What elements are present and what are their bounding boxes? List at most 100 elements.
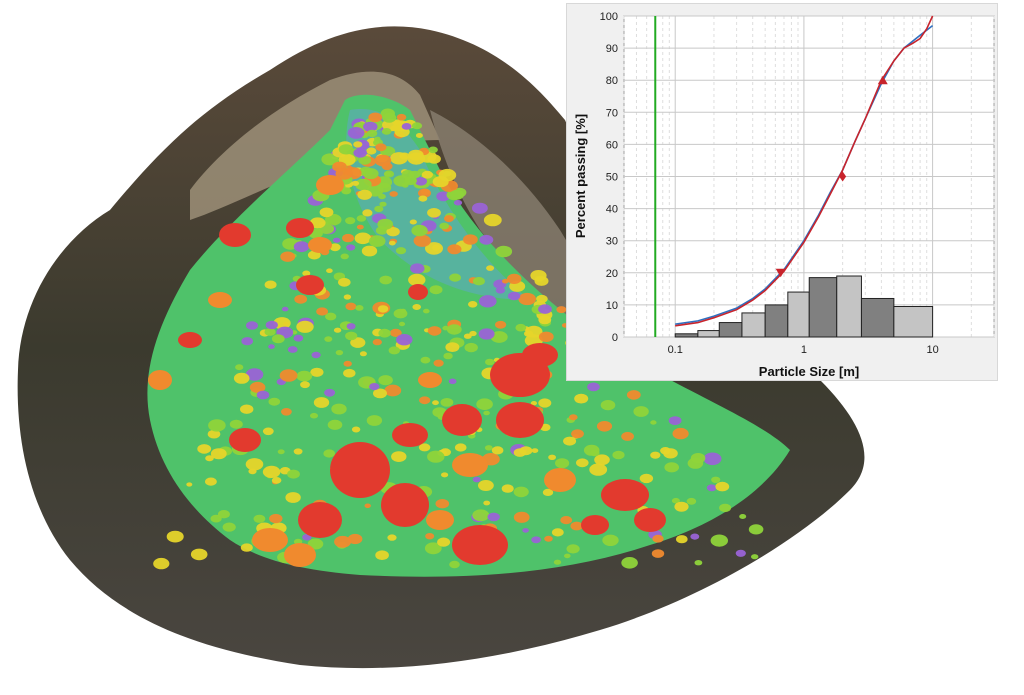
rock-block	[310, 367, 324, 377]
medium-rock-block	[284, 543, 316, 567]
rock-block	[279, 369, 298, 382]
histogram-bar	[764, 304, 789, 338]
rock-block	[555, 458, 570, 469]
rock-block	[229, 419, 243, 429]
rock-block	[378, 328, 391, 338]
rock-block	[240, 404, 254, 414]
rock-block	[324, 336, 333, 342]
rock-block	[186, 482, 193, 487]
rock-block	[333, 327, 342, 333]
y-tick-label: 0	[612, 332, 618, 344]
rock-block	[324, 213, 342, 226]
rock-block	[449, 189, 465, 200]
rock-block	[324, 388, 336, 397]
rock-block	[548, 454, 556, 460]
rock-block	[310, 412, 318, 419]
rock-block	[401, 123, 412, 130]
large-rock-block	[581, 515, 609, 535]
rock-block	[377, 218, 394, 230]
rock-block	[587, 382, 600, 392]
rock-block	[415, 133, 423, 138]
rock-block	[217, 510, 230, 519]
rock-block	[262, 465, 281, 478]
rock-block	[453, 199, 463, 206]
rock-block	[538, 304, 552, 314]
rock-block	[388, 240, 396, 246]
rock-block	[253, 514, 266, 523]
rock-block	[531, 448, 539, 453]
rock-block	[590, 449, 600, 457]
rock-block	[264, 328, 276, 336]
large-rock-block	[408, 284, 428, 300]
rock-block	[487, 512, 500, 522]
rock-block	[515, 323, 527, 332]
rock-block	[476, 398, 493, 411]
y-axis-title: Percent passing [%]	[573, 114, 588, 238]
rock-block	[414, 177, 427, 186]
rock-block	[355, 178, 372, 191]
rock-block	[464, 342, 478, 353]
large-rock-block	[219, 223, 251, 247]
large-rock-block	[496, 402, 544, 438]
x-tick-label: 0.1	[668, 344, 683, 356]
rock-block	[391, 451, 407, 462]
rock-block	[332, 237, 341, 243]
rock-block	[437, 537, 451, 547]
percentile-markers	[775, 75, 888, 278]
rock-block	[542, 488, 554, 496]
rock-block	[490, 331, 508, 343]
rock-block	[472, 202, 488, 214]
rock-block	[287, 469, 300, 479]
cumulative-curves	[675, 15, 934, 327]
rock-block	[357, 189, 373, 200]
rock-block	[375, 550, 389, 560]
y-tick-label: 80	[606, 75, 618, 87]
rock-block	[412, 304, 422, 310]
rock-block	[544, 535, 553, 542]
rock-block	[362, 209, 373, 217]
rock-block	[379, 201, 387, 207]
rock-block	[347, 126, 365, 139]
rock-block	[368, 235, 386, 247]
rock-block	[463, 234, 478, 245]
rock-block	[342, 233, 355, 243]
rock-block	[374, 154, 392, 167]
rock-block	[387, 534, 397, 541]
rock-block	[366, 129, 378, 138]
rock-block	[448, 378, 457, 385]
grain-size-chart: 0.1 1 10 0 10 20 30 40 50 60 70 80 90 100 Particle S…	[573, 11, 995, 379]
rock-block	[574, 393, 589, 404]
rock-block	[249, 381, 266, 393]
rock-block	[530, 401, 538, 406]
histogram-bar	[787, 291, 810, 338]
rock-block	[366, 147, 377, 155]
rock-block	[650, 420, 657, 425]
rock-block	[383, 170, 395, 178]
y-tick-label: 90	[606, 43, 618, 55]
rock-block	[428, 146, 438, 154]
rock-block	[711, 476, 721, 483]
rock-block	[418, 195, 428, 202]
histogram-bar	[836, 275, 862, 338]
rock-block	[347, 533, 363, 545]
rock-block	[424, 542, 442, 555]
rock-block	[427, 208, 441, 218]
rock-block	[652, 534, 664, 543]
rock-block	[435, 499, 450, 509]
grain-size-chart-panel: 0.1 1 10 0 10 20 30 40 50 60 70 80 90 100 Particle S…	[566, 3, 998, 381]
rock-block	[566, 544, 580, 554]
rock-block	[518, 292, 536, 306]
rock-block	[538, 398, 552, 408]
large-rock-block	[296, 275, 324, 295]
rock-block	[438, 168, 457, 182]
rock-block	[553, 559, 562, 565]
rock-block	[674, 501, 689, 512]
rock-block	[639, 473, 654, 484]
rock-block	[621, 557, 638, 569]
rock-block	[491, 446, 504, 455]
rock-block	[419, 396, 431, 405]
rock-block	[633, 406, 649, 417]
rock-block	[478, 480, 494, 491]
large-rock-block	[452, 525, 508, 565]
rock-block	[248, 468, 257, 475]
